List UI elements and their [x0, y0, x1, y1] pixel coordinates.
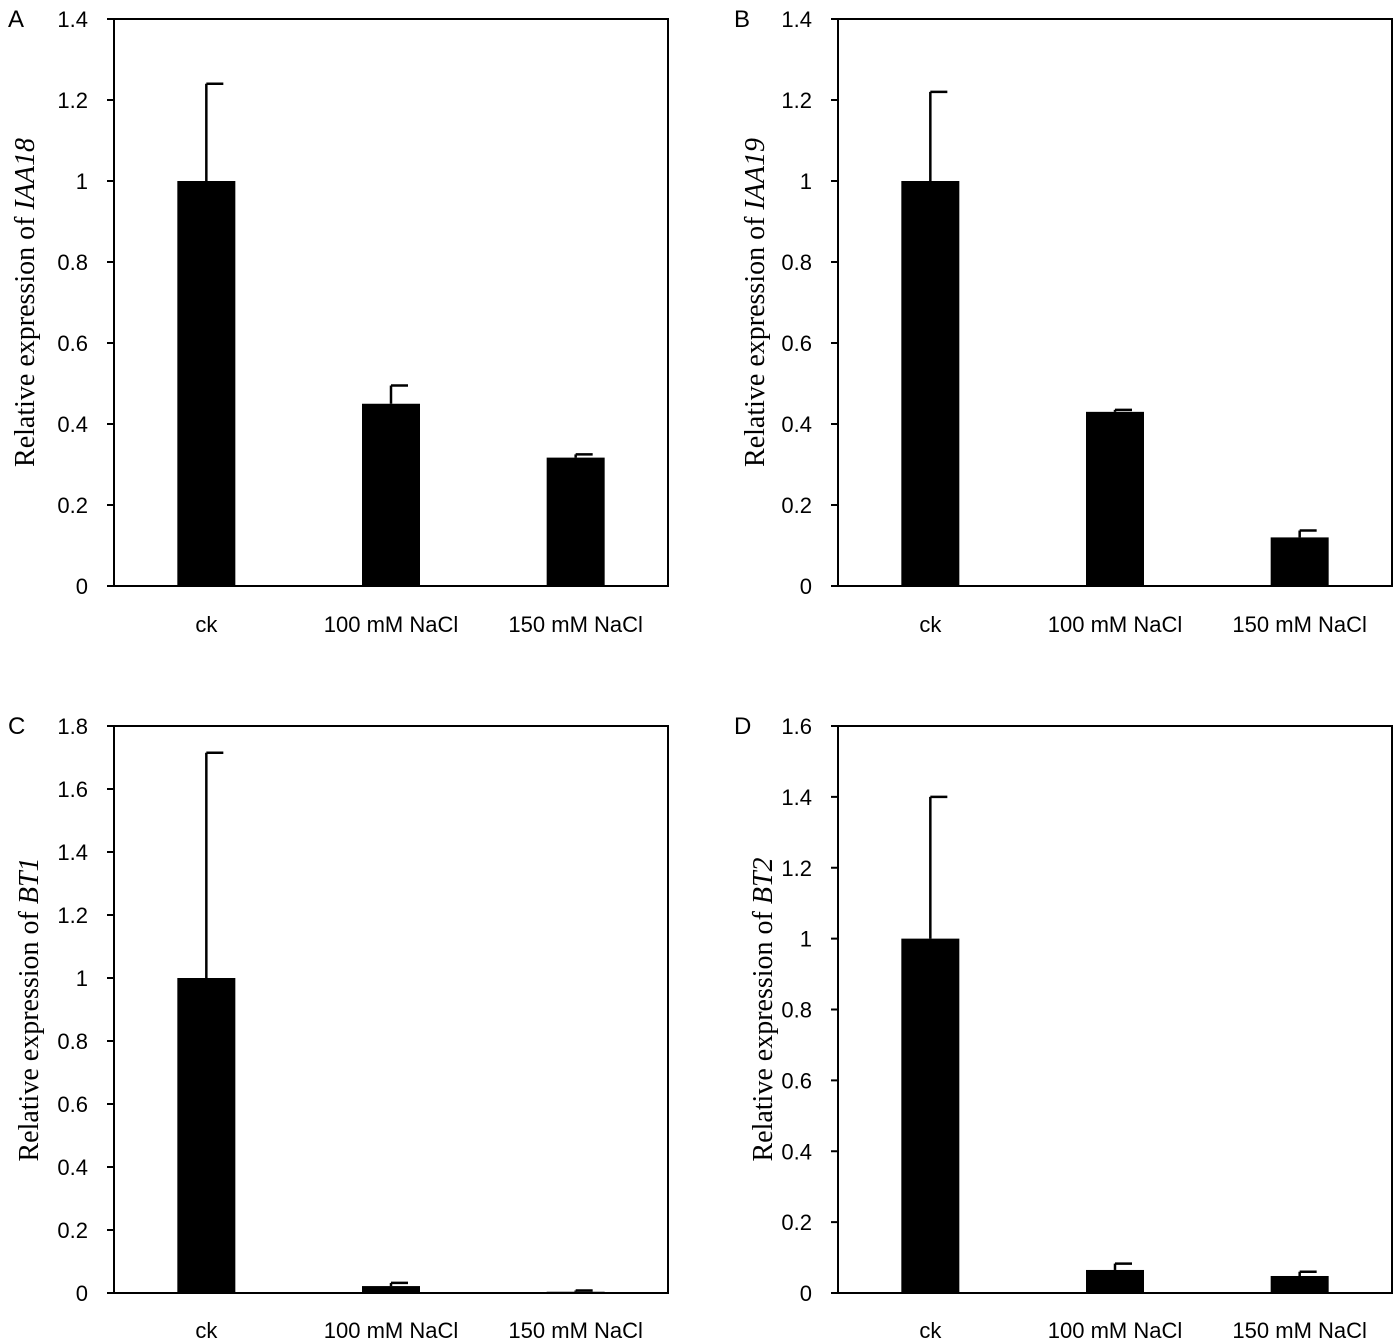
y-tick-label-b: 1.4 — [781, 7, 812, 32]
y-tick-label-a: 1 — [76, 169, 88, 194]
y-tick-label-b: 1 — [800, 169, 812, 194]
category-label-b-1: 100 mM NaCl — [1048, 612, 1182, 637]
category-label-b-2: 150 mM NaCl — [1232, 612, 1366, 637]
y-tick-label-a: 1.2 — [57, 88, 88, 113]
bar-d-1 — [1086, 1269, 1144, 1293]
y-tick-label-d: 0.2 — [781, 1210, 812, 1235]
bar-a-0 — [177, 181, 236, 586]
y-tick-label-b: 0.4 — [781, 412, 812, 437]
panel-letter-d: D — [734, 713, 751, 740]
y-tick-label-b: 0.2 — [781, 493, 812, 518]
y-tick-label-a: 0.8 — [57, 250, 88, 275]
category-label-a-2: 150 mM NaCl — [508, 612, 642, 637]
y-tick-label-d: 0.6 — [781, 1068, 812, 1093]
chart-panel-c: C 0 0.2 0.4 0.6 0.8 1 1.2 1.4 1.6 1.8 ck 100 mM NaCl… — [8, 713, 669, 1341]
y-axis-label-gene-c: BT1 — [14, 857, 45, 904]
y-axis-label-b: Relative expression of IAA19 — [740, 138, 771, 467]
y-tick-label-a: 0.2 — [57, 493, 88, 518]
category-label-d-1: 100 mM NaCl — [1048, 1318, 1182, 1341]
bar-a-2 — [546, 457, 605, 586]
chart-panel-b: B 0 0.2 0.4 0.6 0.8 1 1.2 1.4 ck 100 mM NaCl 150 mM… — [734, 6, 1393, 637]
y-tick-label-c: 0.8 — [57, 1029, 88, 1054]
y-tick-label-d: 1.6 — [781, 714, 812, 739]
y-tick-label-d: 0.8 — [781, 998, 812, 1023]
y-axis-label-c: Relative expression of BT1 — [14, 857, 45, 1161]
y-axis-label-a: Relative expression of IAA18 — [10, 138, 41, 467]
y-axis-label-prefix-c: Relative expression of — [14, 904, 45, 1161]
y-tick-label-c: 0.6 — [57, 1092, 88, 1117]
bar-b-1 — [1086, 411, 1144, 586]
y-tick-label-c: 0.2 — [57, 1218, 88, 1243]
y-tick-label-a: 0.6 — [57, 331, 88, 356]
bar-d-2 — [1270, 1275, 1329, 1293]
y-tick-label-b: 0.8 — [781, 250, 812, 275]
bar-c-0 — [177, 978, 236, 1293]
bar-c-1 — [362, 1286, 420, 1293]
y-tick-label-d: 1.4 — [781, 785, 812, 810]
y-tick-label-c: 1.8 — [57, 714, 88, 739]
bar-c-2 — [546, 1291, 605, 1293]
y-tick-label-d: 0 — [800, 1281, 812, 1306]
y-tick-label-a: 1.4 — [57, 7, 88, 32]
y-tick-label-d: 1 — [800, 927, 812, 952]
y-tick-label-c: 1.2 — [57, 903, 88, 928]
y-tick-label-d: 0.4 — [781, 1139, 812, 1164]
y-tick-label-c: 0.4 — [57, 1155, 88, 1180]
y-tick-label-c: 1.6 — [57, 777, 88, 802]
y-axis-label-gene-b: IAA19 — [740, 138, 771, 211]
category-label-a-1: 100 mM NaCl — [324, 612, 458, 637]
panel-letter-c: C — [8, 713, 25, 740]
y-tick-label-a: 0 — [76, 574, 88, 599]
bar-b-0 — [901, 181, 960, 586]
y-tick-label-c: 1.4 — [57, 840, 88, 865]
y-tick-label-d: 1.2 — [781, 856, 812, 881]
category-label-c-0: ck — [195, 1318, 218, 1341]
y-axis-label-prefix-b: Relative expression of — [740, 210, 771, 467]
bar-d-0 — [901, 938, 960, 1293]
category-label-c-2: 150 mM NaCl — [508, 1318, 642, 1341]
y-axis-label-gene-a: IAA18 — [10, 138, 41, 211]
chart-panel-d: D 0 0.2 0.4 0.6 0.8 1 1.2 1.4 1.6 ck 100 mM NaCl 150… — [734, 713, 1393, 1341]
y-tick-label-b: 0.6 — [781, 331, 812, 356]
y-tick-label-a: 0.4 — [57, 412, 88, 437]
category-label-d-2: 150 mM NaCl — [1232, 1318, 1366, 1341]
category-label-d-0: ck — [919, 1318, 942, 1341]
y-axis-label-prefix-a: Relative expression of — [10, 210, 41, 467]
category-label-b-0: ck — [919, 612, 942, 637]
bar-a-1 — [362, 403, 420, 586]
chart-panel-a: A 0 0.2 0.4 0.6 0.8 1 1.2 1.4 ck 100 mM NaCl 150 mM… — [8, 6, 669, 637]
bar-b-2 — [1270, 537, 1329, 586]
y-tick-label-c: 0 — [76, 1281, 88, 1306]
y-axis-label-prefix-d: Relative expression of — [748, 904, 779, 1161]
y-tick-label-b: 1.2 — [781, 88, 812, 113]
category-label-c-1: 100 mM NaCl — [324, 1318, 458, 1341]
panel-letter-b: B — [734, 6, 750, 33]
panel-letter-a: A — [8, 6, 24, 33]
category-label-a-0: ck — [195, 612, 218, 637]
y-tick-label-b: 0 — [800, 574, 812, 599]
y-axis-label-d: Relative expression of BT2 — [748, 857, 779, 1161]
y-tick-label-c: 1 — [76, 966, 88, 991]
y-axis-label-gene-d: BT2 — [748, 857, 779, 904]
